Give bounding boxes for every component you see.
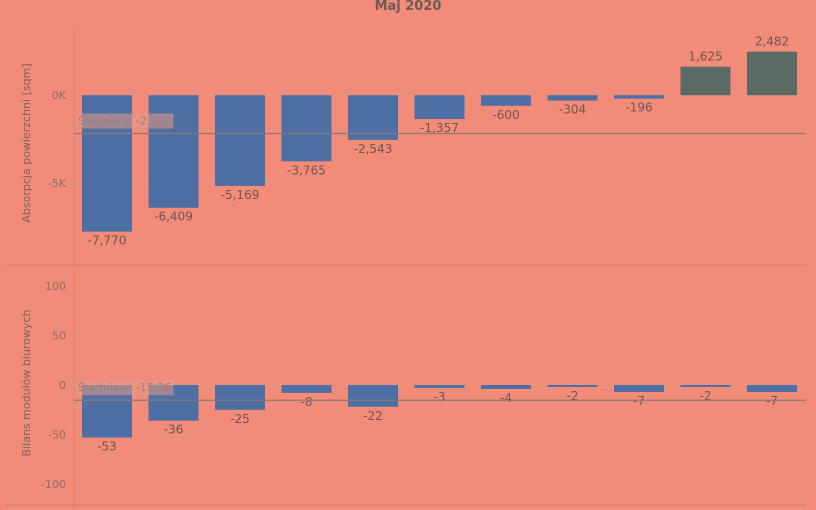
average-label: Średnia = -15.36 [78, 381, 171, 394]
grid-layer [6, 25, 806, 508]
y-tick-label: 100 [45, 280, 66, 293]
average-label-bg [76, 113, 174, 129]
bar-value-label: -25 [230, 412, 250, 426]
chart-title: Maj 2020 [375, 0, 442, 14]
average-label-bg [76, 380, 174, 396]
bar [414, 95, 465, 120]
bar-value-label: -22 [363, 409, 383, 423]
bar-value-label: -196 [625, 101, 652, 115]
bar-value-label: -7 [633, 394, 645, 408]
bar-value-label: -7,770 [88, 234, 127, 248]
bar-value-label: -7 [766, 394, 778, 408]
average-label: Średnia = -2,182 [78, 115, 171, 128]
bar-value-label: -2 [700, 389, 712, 403]
bar-value-label: -36 [164, 423, 184, 437]
y-tick-label: -5K [48, 177, 67, 190]
bar [547, 385, 598, 387]
y-tick-label: 0 [59, 379, 66, 392]
bar [614, 95, 664, 99]
bar-value-label: 2,482 [755, 35, 789, 49]
bar-value-label: 1,625 [688, 50, 722, 64]
bar [281, 385, 332, 393]
bar [148, 95, 199, 208]
bar [680, 66, 731, 96]
bar [281, 95, 332, 162]
bar-value-label: -600 [492, 108, 519, 122]
y-axis-label: Absorpcja powierzchni [sqm] [20, 63, 33, 222]
bar [215, 95, 265, 186]
bar [348, 95, 398, 140]
bar-value-label: -53 [97, 440, 117, 454]
bar [481, 95, 531, 106]
bar-value-label: -4 [500, 391, 512, 405]
bar-value-label: -2,543 [354, 142, 393, 156]
bar [747, 51, 797, 96]
bar-value-label: -3,765 [287, 163, 326, 177]
bar-value-label: -304 [559, 103, 586, 117]
bar-value-label: -8 [301, 395, 313, 409]
bar-value-label: -3 [434, 390, 446, 404]
bar [414, 385, 465, 388]
bar-value-label: -5,169 [221, 188, 260, 202]
bar [215, 385, 265, 410]
office-balance-panel: 100 50 0 -50 -100 Bilans modułów biurowych -53… [20, 280, 806, 491]
y-axis-label: Bilans modułów biurowych [20, 310, 33, 457]
y-tick-label: 0K [52, 89, 67, 102]
bar-value-label: -1,357 [420, 121, 459, 135]
y-tick-label: -100 [41, 478, 66, 491]
absorption-panel: 0K -5K Absorpcja powierzchni [sqm] -7,770 -6… [20, 35, 806, 248]
bar [481, 385, 531, 389]
bar [747, 385, 797, 392]
y-tick-label: 50 [52, 329, 66, 342]
bar [614, 385, 664, 392]
bar [547, 95, 598, 101]
bar-value-label: -6,409 [154, 210, 193, 224]
bar [680, 385, 731, 387]
bar-value-label: -2 [567, 389, 579, 403]
y-tick-label: -50 [48, 429, 66, 442]
bar [348, 385, 398, 407]
